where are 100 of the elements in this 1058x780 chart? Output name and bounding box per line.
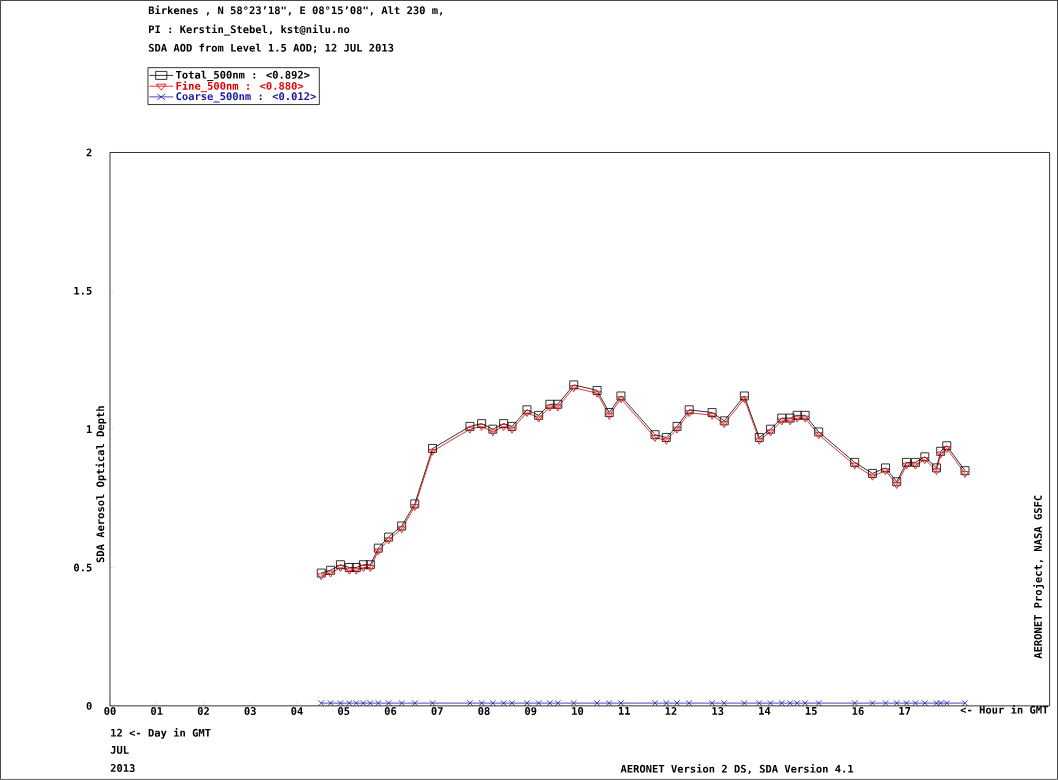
point xyxy=(672,422,682,431)
point xyxy=(708,699,716,707)
point xyxy=(428,449,437,456)
point xyxy=(868,473,877,481)
point xyxy=(684,405,694,415)
point xyxy=(488,424,498,434)
y-tick-label: 0 xyxy=(86,702,92,710)
text: 12 <- Day in GMT xyxy=(111,728,211,739)
x-tick-label: 03 xyxy=(244,707,256,716)
point xyxy=(920,457,929,465)
legend-label: Coarse_500nm : <0.012> xyxy=(176,92,316,103)
point xyxy=(593,390,601,398)
point xyxy=(523,699,531,707)
point xyxy=(522,405,532,415)
point xyxy=(411,699,418,707)
point xyxy=(756,699,763,707)
point xyxy=(336,560,345,570)
point xyxy=(673,426,681,434)
x-tick-label: 06 xyxy=(384,707,397,716)
point xyxy=(869,699,876,707)
point xyxy=(851,699,858,707)
point xyxy=(903,699,910,707)
point xyxy=(754,433,764,442)
point xyxy=(569,385,578,393)
point xyxy=(569,380,579,390)
point xyxy=(358,560,368,570)
point xyxy=(721,699,728,707)
x-tick-label: 01 xyxy=(151,707,163,716)
point xyxy=(617,396,625,404)
point xyxy=(351,563,361,573)
point xyxy=(960,466,970,476)
point xyxy=(546,404,554,412)
point xyxy=(316,568,326,578)
point xyxy=(868,469,877,478)
point xyxy=(892,482,901,490)
point xyxy=(499,424,508,431)
x-tick-label: 15 xyxy=(805,707,817,715)
point xyxy=(345,567,354,575)
point xyxy=(792,411,802,420)
text: AERONET Version 2 DS, SDA Version 4.1 xyxy=(620,764,854,775)
y-tick-label: 1.5 xyxy=(74,287,92,295)
point xyxy=(740,396,749,404)
point xyxy=(942,441,952,451)
point xyxy=(477,419,487,429)
x-tick-label: 08 xyxy=(478,707,490,716)
point xyxy=(553,404,562,412)
point xyxy=(592,386,602,395)
point xyxy=(663,699,670,707)
point xyxy=(534,411,544,420)
point xyxy=(336,565,345,573)
point xyxy=(651,435,659,442)
point xyxy=(317,573,326,581)
point xyxy=(570,699,577,707)
point xyxy=(892,477,902,487)
point xyxy=(617,699,625,707)
point xyxy=(352,567,361,575)
legend-label: Fine_500nm : <0.880> xyxy=(176,81,304,93)
point xyxy=(801,415,809,423)
point xyxy=(326,565,336,575)
point xyxy=(318,699,325,707)
point xyxy=(410,499,420,509)
point xyxy=(850,462,859,470)
point xyxy=(785,413,795,423)
point xyxy=(366,565,375,573)
point xyxy=(651,699,659,707)
point xyxy=(553,399,563,409)
x-tick-label: 10 xyxy=(572,707,584,716)
text: JUL xyxy=(110,746,129,754)
point xyxy=(942,446,951,454)
legend-label: Total_500nm : <0.892> xyxy=(176,70,310,82)
chart-subtitle: PI : Kerstin_Stebel, kst@nilu.no xyxy=(149,24,350,36)
point xyxy=(508,426,516,434)
x-axis-title: <- Hour in GMT xyxy=(960,705,1048,714)
point xyxy=(786,418,795,426)
point xyxy=(766,429,775,437)
point xyxy=(428,444,437,454)
y-axis-title: SDA Aerosol Optical Depth xyxy=(95,406,107,563)
point xyxy=(961,699,969,707)
point xyxy=(893,699,900,707)
x-tick-label: 02 xyxy=(197,707,209,716)
point xyxy=(507,422,517,431)
point xyxy=(650,430,660,440)
point xyxy=(429,699,436,707)
point xyxy=(477,424,486,431)
point xyxy=(777,418,786,426)
x-tick-label: 00 xyxy=(104,707,116,716)
point xyxy=(850,458,860,467)
x-tick-label: 11 xyxy=(618,707,631,715)
point xyxy=(673,699,681,707)
point xyxy=(685,410,694,418)
point xyxy=(465,422,475,431)
point xyxy=(397,526,406,534)
point xyxy=(766,424,775,434)
point xyxy=(466,699,474,707)
point xyxy=(777,413,787,423)
point xyxy=(741,699,748,707)
point xyxy=(545,399,555,409)
point xyxy=(793,415,802,423)
point xyxy=(708,413,716,420)
point xyxy=(499,419,508,429)
